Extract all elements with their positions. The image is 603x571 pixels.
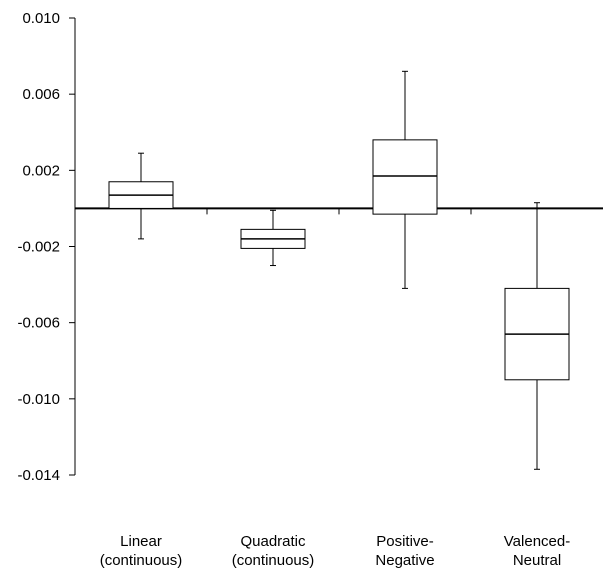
category-label-line2: Negative (375, 552, 434, 569)
x-axis-ticks (206, 208, 472, 215)
category-labels: Linear (continuous) Quadratic (continuous) P… (100, 533, 570, 569)
boxes (108, 70, 570, 470)
category-label-line1: Linear (120, 533, 162, 550)
box-2 (240, 209, 306, 267)
y-tick-label: 0.002 (22, 162, 60, 179)
category-label-line2: Neutral (513, 552, 561, 569)
y-tick-label: -0.006 (17, 315, 60, 332)
y-tick-label: -0.002 (17, 239, 60, 256)
category-label-line1: Valenced- (504, 533, 570, 550)
interquartile-box (372, 139, 438, 215)
y-tick-label: 0.006 (22, 86, 60, 103)
box-4 (504, 202, 570, 470)
category-label-line2: (continuous) (100, 552, 183, 569)
category-label-line1: Quadratic (240, 533, 306, 550)
box-1 (108, 152, 174, 240)
y-tick-label: -0.010 (17, 391, 60, 408)
y-tick-label: 0.010 (22, 10, 60, 27)
category-label-line1: Positive- (376, 533, 434, 550)
y-tick-label: -0.014 (17, 467, 60, 484)
y-axis-ticks: 0.010 0.006 0.002 -0.002 -0.006 -0.010 -0.014 (17, 10, 75, 484)
category-label-line2: (continuous) (232, 552, 315, 569)
box-3 (372, 70, 438, 289)
